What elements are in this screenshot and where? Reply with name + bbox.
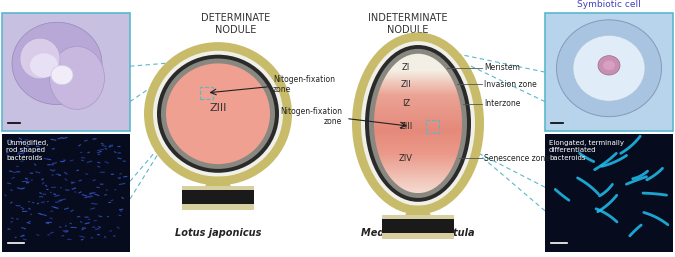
Bar	[200, 87, 213, 99]
Text: Nitogen-fixation
zone: Nitogen-fixation zone	[273, 75, 335, 94]
Text: Nitogen-fixation
zone: Nitogen-fixation zone	[280, 107, 342, 126]
Ellipse shape	[573, 35, 645, 101]
Ellipse shape	[30, 53, 58, 77]
Bar	[2, 134, 130, 252]
Text: Lotus japonicus: Lotus japonicus	[175, 228, 261, 238]
Bar	[545, 134, 673, 252]
Bar	[382, 219, 454, 233]
Ellipse shape	[598, 56, 620, 75]
Ellipse shape	[20, 38, 60, 79]
Ellipse shape	[49, 47, 105, 109]
Ellipse shape	[157, 55, 279, 173]
Ellipse shape	[153, 51, 283, 177]
Text: ZII: ZII	[401, 80, 411, 89]
Text: ZIII: ZIII	[400, 122, 412, 131]
Text: Medicago truncatula: Medicago truncatula	[361, 228, 475, 238]
Text: ZIV: ZIV	[399, 154, 413, 163]
Ellipse shape	[361, 41, 475, 206]
Text: IZ: IZ	[402, 99, 410, 108]
Bar	[182, 204, 254, 209]
Ellipse shape	[161, 59, 275, 169]
Bar	[545, 13, 673, 131]
Ellipse shape	[603, 60, 615, 70]
Text: DETERMINATE
NODULE: DETERMINATE NODULE	[201, 13, 271, 35]
Ellipse shape	[352, 32, 484, 214]
Bar	[182, 186, 254, 190]
Text: Symbiotic cell: Symbiotic cell	[577, 0, 641, 9]
Text: Senescence zone: Senescence zone	[484, 154, 550, 163]
Ellipse shape	[166, 63, 270, 164]
Bar	[2, 13, 130, 131]
Ellipse shape	[51, 65, 73, 85]
Bar	[382, 215, 454, 219]
Polygon shape	[405, 206, 431, 215]
Polygon shape	[205, 177, 231, 186]
Text: ZIII: ZIII	[209, 103, 227, 113]
Text: Unmodified,
rod shaped
bacteroids: Unmodified, rod shaped bacteroids	[6, 140, 49, 161]
Bar	[426, 120, 439, 133]
Ellipse shape	[365, 45, 471, 202]
Bar	[382, 233, 454, 238]
Ellipse shape	[12, 22, 102, 105]
Text: Invasion zone: Invasion zone	[484, 80, 537, 89]
Ellipse shape	[144, 42, 292, 185]
Ellipse shape	[556, 20, 662, 117]
Text: Meristem: Meristem	[484, 63, 520, 72]
Text: INDETERMINATE
NODULE: INDETERMINATE NODULE	[369, 13, 448, 35]
Text: Elongated, terminally
differentiated
bacteroids: Elongated, terminally differentiated bac…	[549, 140, 624, 161]
Ellipse shape	[369, 49, 467, 198]
Text: ZI: ZI	[402, 63, 410, 72]
Bar	[182, 190, 254, 204]
Text: Interzone: Interzone	[484, 99, 520, 108]
